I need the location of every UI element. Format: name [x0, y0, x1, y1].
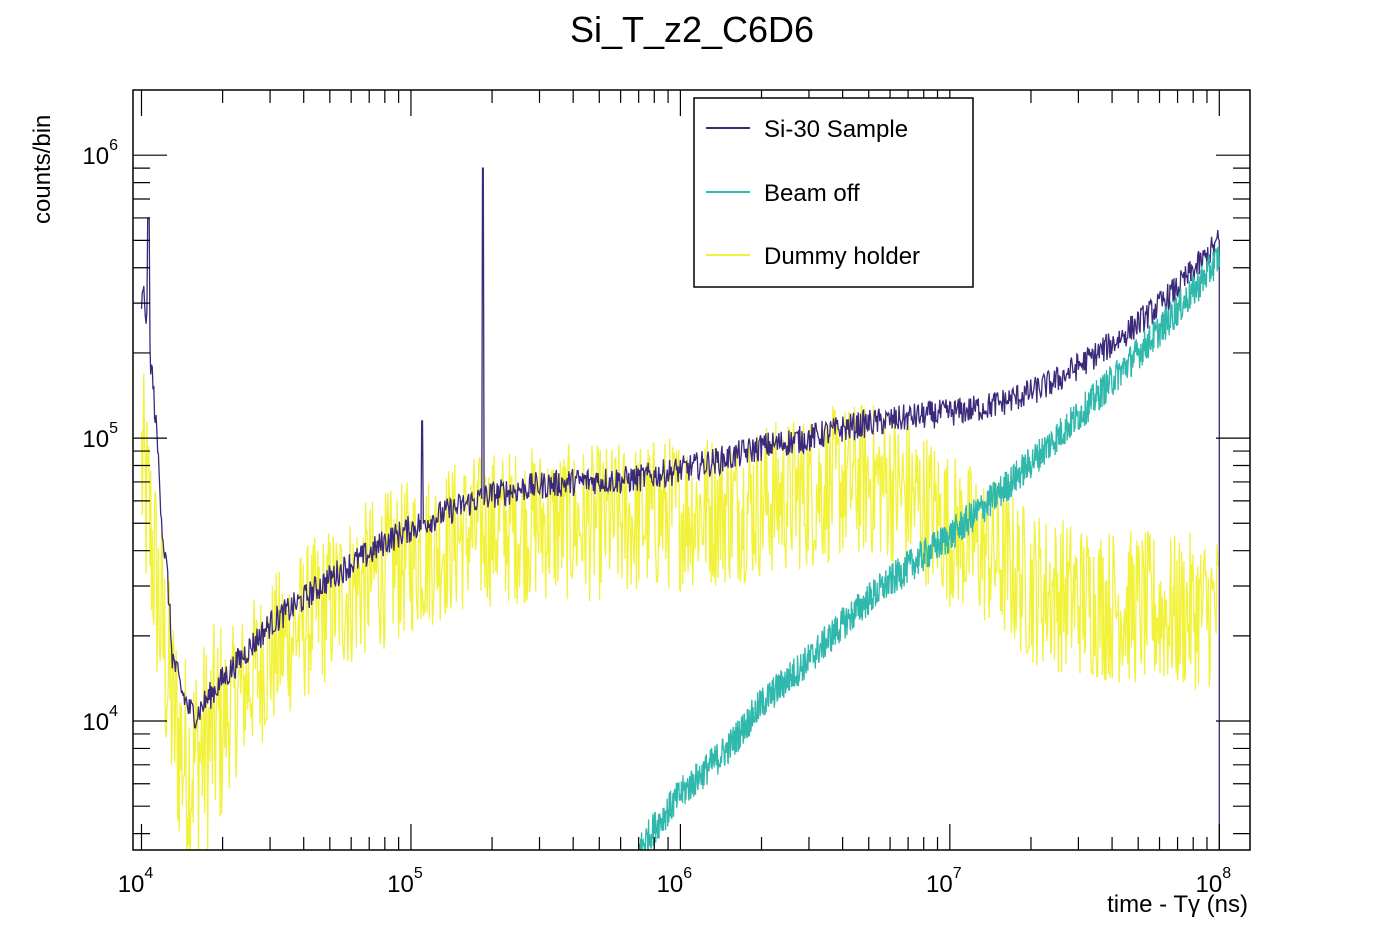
plot-frame: [132, 89, 1251, 851]
axis-ticks: [133, 90, 1250, 850]
chart-title: Si_T_z2_C6D6: [570, 9, 814, 50]
legend-entry-dummy-holder: Dummy holder: [764, 243, 920, 270]
x-tick-label: 107: [926, 865, 962, 898]
series-line-si-30-sample: [140, 167, 1220, 850]
series-layer: [140, 167, 1220, 850]
axis-tick-labels: 104 105 106 107 108 104 105 106: [82, 137, 1231, 898]
legend: Si-30 Sample Beam off Dummy holder: [693, 97, 974, 288]
x-tick-label: 108: [1195, 865, 1231, 898]
legend-entry-beam-off: Beam off: [764, 180, 860, 207]
y-tick-label: 105: [82, 420, 118, 453]
x-tick-label: 105: [387, 865, 423, 898]
legend-entry-si30: Si-30 Sample: [764, 116, 908, 143]
y-tick-label: 106: [82, 137, 118, 170]
y-tick-label: 104: [82, 703, 118, 736]
series-line-beam-off: [638, 246, 1220, 850]
series-line-dummy-holder: [140, 373, 1220, 850]
y-axis-label: counts/bin: [29, 115, 56, 224]
x-axis-label: time - Tγ (ns): [1107, 891, 1248, 918]
x-tick-label: 104: [118, 865, 154, 898]
x-tick-label: 106: [657, 865, 693, 898]
